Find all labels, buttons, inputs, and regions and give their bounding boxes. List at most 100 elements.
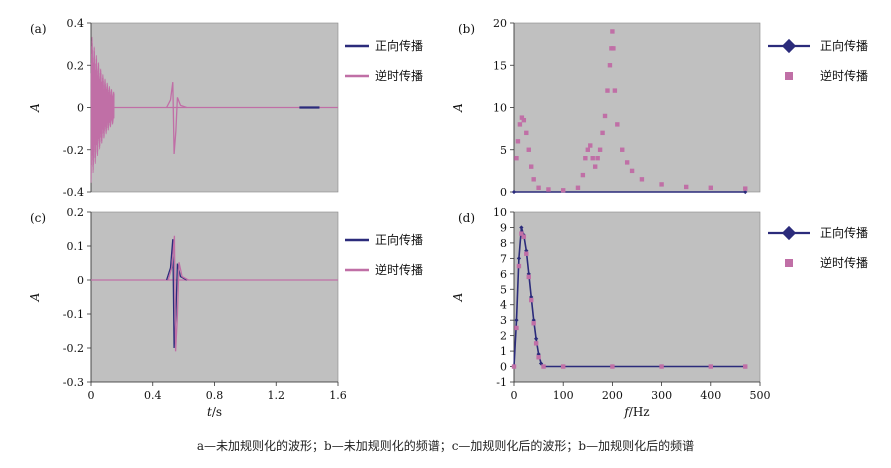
data-point-reverse <box>521 117 527 123</box>
data-point-reverse <box>561 364 566 369</box>
x-tick-label: 500 <box>750 389 771 402</box>
data-point-reverse <box>531 321 536 326</box>
legend-label-reverse: 逆时传播 <box>375 68 423 83</box>
y-tick-label: -0.4 <box>63 186 84 199</box>
data-point-reverse <box>602 113 608 119</box>
data-point-forward <box>534 336 539 341</box>
x-tick-label: 1.2 <box>268 389 286 402</box>
data-point-reverse <box>541 364 546 369</box>
series-reverse-noise-a <box>90 36 115 183</box>
data-point-reverse <box>514 156 519 161</box>
legend-swatch-reverse <box>785 72 793 80</box>
y-tick-label: 20 <box>493 17 507 30</box>
data-point-reverse <box>511 364 517 369</box>
data-point-reverse <box>605 88 610 93</box>
y-tick-label: 5 <box>500 144 507 157</box>
y-axis-label-b: A <box>451 103 465 113</box>
data-point-reverse <box>590 156 595 161</box>
series-reverse-pulse-a <box>166 82 187 155</box>
data-point-reverse <box>516 263 522 269</box>
data-point-reverse <box>514 325 519 331</box>
y-tick-label: 0.2 <box>67 206 85 219</box>
legend-label-forward: 正向传播 <box>375 232 423 247</box>
data-point-reverse <box>684 184 689 190</box>
data-point-forward <box>516 256 522 261</box>
figure-caption: a—未加规则化的波形；b—未加规则化的频谱；c—加规则化后的波形；b—加规则化后… <box>196 439 695 453</box>
plot-area-d <box>513 211 761 383</box>
legend-label-reverse: 逆时传播 <box>375 262 423 277</box>
panel-label-b: (b) <box>458 22 475 36</box>
y-tick-label: 6 <box>500 268 507 281</box>
y-tick-label: 5 <box>500 283 507 296</box>
data-point-reverse <box>575 185 581 190</box>
data-point-reverse <box>708 364 713 369</box>
y-tick-label: -0.3 <box>63 376 84 389</box>
data-point-reverse <box>519 115 525 120</box>
legend-label-reverse: 逆时传播 <box>820 68 868 83</box>
x-axis-label-d: f/Hz <box>623 405 649 419</box>
data-point-reverse <box>743 364 748 369</box>
y-tick-label: -1 <box>496 376 507 389</box>
data-point-reverse <box>533 341 539 346</box>
x-tick-label: 1.6 <box>329 389 347 402</box>
y-axis-label-c: A <box>28 292 42 302</box>
x-tick-label: 400 <box>700 389 721 402</box>
data-point-reverse <box>561 188 566 193</box>
data-point-reverse <box>519 231 524 236</box>
y-tick-label: 0 <box>500 186 507 199</box>
data-point-forward <box>519 225 524 230</box>
legend-swatch-forward <box>781 38 797 54</box>
y-tick-label: -0.2 <box>63 144 84 157</box>
x-tick-label: 300 <box>651 389 672 402</box>
data-point-reverse <box>620 147 625 152</box>
data-point-reverse <box>585 147 590 152</box>
plot-area-c <box>90 211 339 383</box>
data-point-reverse <box>743 186 748 191</box>
x-tick-label: 200 <box>602 389 623 402</box>
data-point-reverse <box>531 177 536 182</box>
y-tick-label: -0.2 <box>63 342 84 355</box>
x-axis-label-c: t/s <box>207 405 222 419</box>
y-tick-label: 2 <box>500 330 507 343</box>
y-tick-label: 0.1 <box>67 240 85 253</box>
y-tick-label: 1 <box>500 345 507 358</box>
data-point-forward <box>743 189 748 195</box>
x-tick-label: 0 <box>88 389 95 402</box>
data-point-reverse <box>536 185 541 190</box>
data-point-reverse <box>612 88 618 93</box>
y-tick-label: 10 <box>493 206 507 219</box>
y-tick-label: 15 <box>493 59 507 72</box>
data-point-reverse <box>597 147 603 152</box>
data-point-reverse <box>611 46 616 51</box>
data-point-reverse <box>526 147 531 152</box>
y-tick-label: 4 <box>500 299 507 312</box>
data-point-reverse <box>588 143 593 148</box>
data-point-forward <box>514 318 519 323</box>
legend-label-reverse: 逆时传播 <box>820 255 868 270</box>
data-point-reverse <box>639 177 645 182</box>
data-point-reverse <box>659 364 664 369</box>
y-tick-label: 9 <box>500 221 507 234</box>
data-point-reverse <box>659 182 664 187</box>
data-point-reverse <box>615 122 620 127</box>
data-point-reverse <box>526 274 531 280</box>
data-point-reverse <box>595 156 600 161</box>
data-point-reverse <box>610 364 615 369</box>
panel-label-c: (c) <box>30 211 46 225</box>
y-tick-label: 0.2 <box>67 59 85 72</box>
y-tick-label: 0.4 <box>67 17 85 30</box>
data-point-reverse <box>515 139 521 144</box>
legend-swatch-reverse <box>785 259 793 267</box>
data-point-reverse <box>546 187 551 192</box>
y-tick-label: 3 <box>500 314 507 327</box>
y-tick-label: -0.1 <box>63 308 84 321</box>
y-tick-label: 7 <box>500 252 507 265</box>
y-axis-label-d: A <box>451 292 465 302</box>
data-point-reverse <box>708 185 713 190</box>
x-tick-label: 0 <box>511 389 518 402</box>
data-point-forward <box>511 189 517 195</box>
data-point-reverse <box>610 29 615 34</box>
legend-label-forward: 正向传播 <box>820 225 868 240</box>
data-point-reverse <box>529 164 534 169</box>
data-point-reverse <box>536 355 541 360</box>
